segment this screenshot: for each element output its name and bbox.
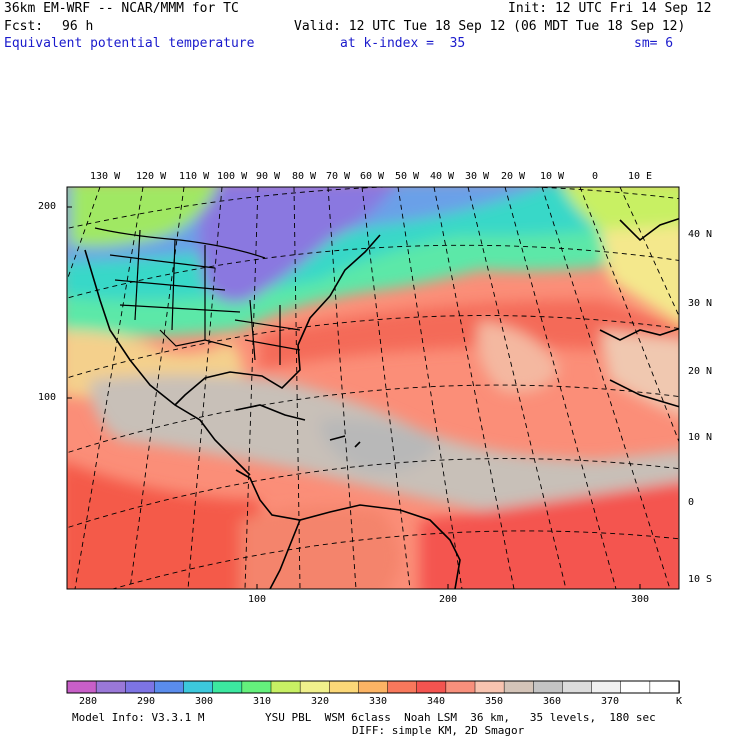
colorbar-swatch (66, 680, 97, 694)
colorbar-swatch (649, 680, 680, 694)
colorbar-swatch (445, 680, 476, 694)
colorbar-swatch (533, 680, 564, 694)
lat-label: 10 N (688, 432, 713, 443)
colorbar-swatch (358, 680, 389, 694)
colorbar (66, 680, 680, 694)
colorbar-swatch (562, 680, 593, 694)
init-time: Init: 12 UTC Fri 14 Sep 12 (508, 1, 712, 16)
colorbar-label: 340 (427, 696, 446, 707)
colorbar-unit: K (676, 696, 683, 707)
model-title: 36km EM-WRF -- NCAR/MMM for TC (4, 1, 239, 16)
field-name: Equivalent potential temperature (4, 36, 255, 51)
lon-label: 20 W (501, 171, 526, 182)
colorbar-label: 350 (485, 696, 504, 707)
colorbar-swatch (183, 680, 214, 694)
lat-label: 10 S (688, 574, 713, 585)
colorbar-swatch (95, 680, 127, 694)
lon-label: 90 W (256, 171, 281, 182)
colorbar-label: 300 (195, 696, 214, 707)
lat-label: 0 (688, 497, 695, 508)
colorbar-label: 320 (311, 696, 330, 707)
lon-label: 10 E (628, 171, 653, 182)
valid-time: Valid: 12 UTC Tue 18 Sep 12 (06 MDT Tue … (294, 19, 686, 34)
lon-label: 130 W (90, 171, 121, 182)
lat-label: 20 N (688, 366, 713, 377)
smoothing-info: sm= 6 (634, 36, 674, 51)
lon-label: 0 (592, 171, 599, 182)
forecast-hour: 96 h (62, 19, 94, 34)
lon-label: 70 W (326, 171, 351, 182)
colorbar-swatch (212, 680, 243, 694)
colorbar-swatch (474, 680, 505, 694)
x-tick-label: 200 (439, 594, 458, 605)
x-tick-label: 100 (248, 594, 267, 605)
y-tick-label: 100 (38, 392, 57, 403)
physics-info: YSU PBL WSM 6class Noah LSM 36 km, 35 le… (265, 711, 656, 724)
colorbar-swatch (620, 680, 651, 694)
colorbar-swatch (503, 680, 535, 694)
map-frame (66, 186, 680, 590)
colorbar-label: 290 (137, 696, 156, 707)
colorbar-swatch (329, 680, 360, 694)
model-info: Model Info: V3.3.1 M (72, 711, 205, 724)
lon-label: 30 W (465, 171, 490, 182)
lat-label: 40 N (688, 229, 713, 240)
level-info: at k-index = 35 (340, 36, 466, 51)
diffusion-info: DIFF: simple KM, 2D Smagor (352, 724, 525, 737)
colorbar-label: 360 (543, 696, 562, 707)
lon-label: 80 W (292, 171, 317, 182)
lon-label: 60 W (360, 171, 385, 182)
lon-label: 10 W (540, 171, 565, 182)
colorbar-swatch (241, 680, 272, 694)
colorbar-label: 370 (601, 696, 620, 707)
colorbar-frame (66, 680, 680, 694)
lon-label: 100 W (217, 171, 248, 182)
lat-label: 30 N (688, 298, 713, 309)
colorbar-swatch (591, 680, 622, 694)
colorbar-swatch (270, 680, 301, 694)
colorbar-swatch (387, 680, 418, 694)
coastlines (84, 217, 679, 589)
lon-label: 110 W (179, 171, 210, 182)
colorbar-label: 280 (79, 696, 98, 707)
lon-label: 40 W (430, 171, 455, 182)
x-tick-label: 300 (631, 594, 650, 605)
lon-label: 50 W (395, 171, 420, 182)
colorbar-swatch (154, 680, 185, 694)
y-tick-label: 200 (38, 201, 57, 212)
colorbar-swatch (125, 680, 156, 694)
colorbar-swatch (299, 680, 331, 694)
colorbar-label: 330 (369, 696, 388, 707)
borders (94, 227, 301, 365)
forecast-label: Fcst: (4, 19, 44, 34)
colorbar-label: 310 (253, 696, 272, 707)
colorbar-swatch (416, 680, 447, 694)
lon-label: 120 W (136, 171, 167, 182)
